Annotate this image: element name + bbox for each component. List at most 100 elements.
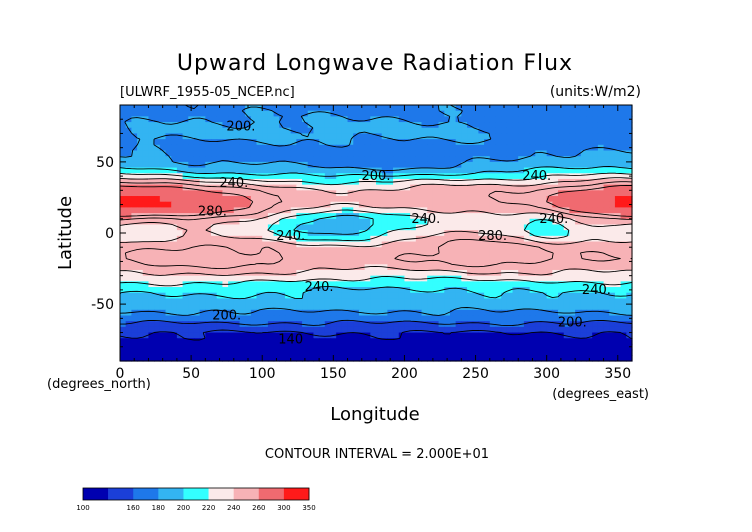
heatmap-cell: [131, 315, 138, 322]
heatmap-cell: [620, 116, 627, 123]
heatmap-cell: [381, 275, 388, 282]
heatmap-cell: [438, 269, 445, 277]
heatmap-cell: [614, 213, 622, 220]
heatmap-cell: [603, 287, 610, 294]
heatmap-cell: [478, 156, 485, 163]
heatmap-cell: [239, 144, 246, 152]
heatmap-cell: [193, 167, 201, 174]
heatmap-cell: [438, 315, 445, 322]
heatmap-cell: [603, 105, 610, 112]
contour-line-280: [119, 181, 633, 270]
heatmap-cell: [427, 150, 434, 157]
heatmap-cell: [609, 304, 616, 311]
heatmap-cell: [199, 355, 206, 362]
heatmap-cell: [552, 230, 559, 237]
heatmap-cell: [193, 338, 201, 345]
heatmap-cell: [552, 167, 559, 174]
heatmap-cell: [284, 247, 292, 254]
heatmap-cell: [273, 201, 280, 208]
heatmap-cell: [165, 230, 172, 237]
heatmap-cell: [518, 281, 525, 288]
heatmap-cell: [233, 275, 241, 282]
heatmap-cell: [410, 178, 417, 186]
heatmap-cell: [307, 252, 315, 260]
heatmap-cell: [552, 139, 559, 146]
heatmap-cell: [171, 105, 178, 112]
heatmap-cell: [137, 355, 144, 362]
heatmap-cell: [563, 292, 571, 300]
heatmap-cell: [415, 196, 423, 203]
heatmap-cell: [472, 201, 479, 208]
heatmap-cell: [193, 241, 201, 248]
heatmap-cell: [592, 355, 599, 362]
heatmap-cell: [438, 184, 445, 191]
heatmap-cell: [262, 133, 269, 140]
heatmap-cell: [620, 161, 627, 169]
heatmap-cell: [432, 235, 440, 243]
heatmap-cell: [489, 264, 497, 271]
heatmap-cell: [381, 122, 388, 129]
heatmap-cell: [250, 122, 258, 129]
heatmap-cell: [148, 116, 155, 123]
heatmap-cell: [523, 275, 531, 282]
heatmap-cell: [506, 315, 514, 322]
heatmap-cell: [176, 269, 184, 277]
heatmap-cell: [267, 269, 275, 277]
heatmap-cell: [256, 343, 263, 351]
heatmap-cell: [415, 161, 423, 169]
heatmap-cell: [575, 315, 582, 322]
contour-label: 240.: [305, 280, 334, 295]
heatmap-cell: [603, 178, 610, 186]
heatmap-cell: [410, 326, 417, 334]
heatmap-cell: [120, 247, 127, 254]
heatmap-cell: [563, 201, 571, 208]
heatmap-cell: [489, 355, 497, 362]
heatmap-cell: [501, 127, 508, 135]
heatmap-cell: [296, 309, 303, 317]
heatmap-cell: [626, 224, 633, 231]
heatmap-cell: [558, 304, 565, 311]
heatmap-cell: [597, 213, 605, 220]
heatmap-cell: [341, 105, 349, 112]
heatmap-cell: [188, 292, 195, 300]
heatmap-cell: [444, 298, 451, 305]
heatmap-cell: [154, 178, 161, 186]
heatmap-cell: [495, 105, 502, 112]
heatmap-cell: [461, 315, 468, 322]
heatmap-cell: [182, 190, 189, 197]
heatmap-cell: [569, 105, 576, 112]
heatmap-cell: [558, 275, 565, 282]
heatmap-cell: [614, 247, 622, 254]
heatmap-cell: [341, 156, 349, 163]
heatmap-cell: [159, 247, 167, 254]
heatmap-cell: [444, 292, 451, 300]
heatmap-cell: [125, 264, 132, 271]
heatmap-cell: [484, 213, 491, 220]
heatmap-cell: [176, 122, 184, 129]
heatmap-cell: [336, 309, 343, 317]
heatmap-cell: [444, 247, 451, 254]
heatmap-cell: [404, 161, 411, 169]
heatmap-cell: [279, 287, 286, 294]
heatmap-cell: [211, 167, 218, 174]
heatmap-cell: [120, 264, 127, 271]
heatmap-cell: [381, 292, 388, 300]
heatmap-cell: [262, 207, 269, 214]
heatmap-cell: [364, 258, 371, 265]
heatmap-cell: [410, 304, 417, 311]
heatmap-cell: [518, 349, 525, 356]
heatmap-cell: [512, 309, 519, 317]
heatmap-cell: [216, 247, 223, 254]
heatmap-cell: [199, 139, 206, 146]
heatmap-cell: [438, 224, 445, 231]
heatmap-cell: [358, 190, 366, 197]
heatmap-cell: [529, 349, 536, 356]
heatmap-cell: [370, 355, 377, 362]
heatmap-cell: [296, 304, 303, 311]
heatmap-cell: [302, 264, 309, 271]
heatmap-cell: [438, 275, 445, 282]
heatmap-cell: [478, 133, 485, 140]
heatmap-cell: [222, 184, 229, 191]
heatmap-cell: [455, 349, 462, 356]
heatmap-cell: [131, 332, 138, 339]
